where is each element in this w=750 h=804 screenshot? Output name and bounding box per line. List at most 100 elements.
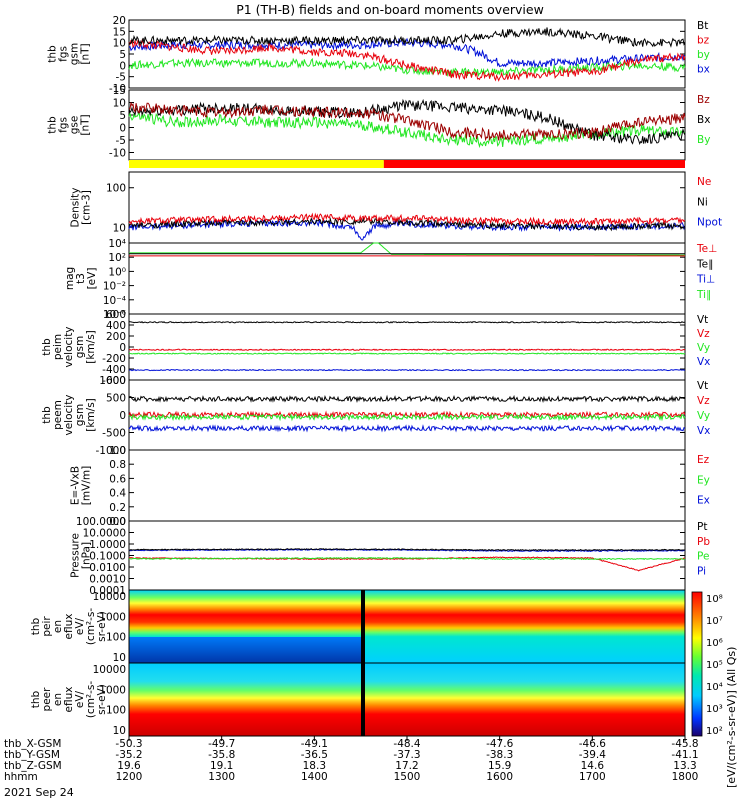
y-tick-label: -500 [102,428,126,440]
y-axis-label: thb [30,690,42,708]
y-axis-label: thb [41,338,53,356]
series-line-bz [128,38,686,82]
y-tick-label: 1000 [99,684,126,696]
y-axis-label: fgs [58,46,70,62]
y-axis-label: gsm [74,336,86,358]
orbit-cell: 15.9 [488,760,511,772]
y-tick-label: 0.0 [109,516,126,528]
y-axis-label: en [52,620,64,633]
orbit-cell: 17.2 [395,760,418,772]
series-line-Pt [129,548,686,552]
series-line-Vt [128,321,685,324]
y-tick-label: 10⁻⁶ [103,309,126,321]
series-line-Bt [128,27,686,48]
y-axis-label: [mV/m] [81,466,93,505]
y-tick-label: -10 [109,148,126,160]
y-tick-label: 10⁻² [103,281,126,293]
panel-temperature: 10⁴ 10² 10⁰ 10⁻² 10⁻⁴ 10⁻⁶ mag t3 [eV] Te⊥ Te∥ Ti⊥ T… [64,238,717,321]
y-tick-label: 0 [119,60,126,72]
orbit-cell: 1500 [394,771,421,783]
y-tick-label: 200 [106,331,126,343]
orbit-table: thb_X-GSMthb_Y-GSMthb_Z-GSMhhmm-50.3-35.… [4,736,699,783]
y-axis-label: Density [70,188,82,228]
legend-entry: Vx [697,356,710,368]
colorbar: 10⁸ 10⁷ 10⁶ 10⁵ 10⁴ 10³ 10² [eV/(cm²-s-sr-eV)]… [691,591,738,788]
panel-efield: 1.0 0.8 0.6 0.4 0.2 0.0 E=-VxB [mV/m] Ez Ey Ex [70,445,710,528]
orbit-row-label: hhmm [4,771,38,783]
series-line-Vx [129,368,686,372]
y-tick-label: 100 [106,183,126,195]
y-tick-label: 500 [106,393,126,405]
y-tick-label: 0.1000 [89,551,126,563]
y-tick-label: 5 [119,49,126,61]
y-tick-label: -5 [116,72,126,84]
legend-entry: Pe [697,551,709,563]
legend-entry: By [697,134,710,146]
colorbar-tick-label: 10⁷ [706,616,723,627]
y-tick-label: 100 [106,705,126,717]
date-label: 2021 Sep 24 [4,786,74,799]
spectrogram-peer [129,663,685,736]
legend-entry: Bz [697,94,710,106]
orbit-cell: 19.1 [210,760,233,772]
legend-entry: Vy [697,342,710,354]
y-tick-label: 10⁰ [108,266,126,278]
orbit-cell: -37.3 [393,749,420,761]
y-axis-label: [km/s] [85,330,97,364]
y-tick-label: 1000 [99,375,126,387]
orbit-cell: -38.3 [486,749,513,761]
y-tick-label: 0.0001 [89,585,126,597]
y-tick-label: 10.0000 [83,528,126,540]
y-tick-label: 0.0010 [89,574,126,586]
y-tick-label: 10 [113,98,126,110]
y-tick-label: 1.0000 [89,539,126,551]
orbit-cell: 1800 [672,771,699,783]
y-axis-label: peem [52,400,64,430]
y-tick-label: -10 [109,83,126,95]
y-tick-label: 10 [113,652,126,664]
y-axis-label: eflux [63,614,75,640]
legend-entry: Vt [697,380,708,392]
orbit-row-label: thb_X-GSM [4,738,61,750]
spectrogram-peir-low [129,637,363,663]
series-line-by [128,57,686,78]
y-axis-label: Pressure [70,533,82,578]
y-tick-label: 400 [106,320,126,332]
panel-frame-pressure [128,520,686,591]
y-tick-label: 20 [113,15,126,27]
series-line-Vz [128,348,686,352]
series-line-Vz [128,410,686,419]
colorbar-tick-label: 10⁶ [706,638,723,649]
y-tick-label: -400 [102,364,126,376]
page-title: P1 (TH-B) fields and on-board moments ov… [236,2,544,17]
y-tick-label: 10000 [93,664,126,676]
colorbar-tick-label: 10⁴ [706,682,723,693]
y-axis-label: thb [47,116,59,134]
y-tick-label: -5 [116,135,126,147]
legend-entry: bx [697,64,710,76]
orbit-cell: -46.6 [579,738,606,750]
series-line-By [128,110,686,149]
orbit-cell: -45.8 [671,738,698,750]
y-axis-label: peir [41,616,53,637]
legend-entry: bz [697,35,710,47]
series-line-Ni [128,216,686,232]
y-axis-label: gsm [74,404,86,426]
y-axis-label: peer [41,687,53,712]
y-tick-label: 0.0100 [89,562,126,574]
y-axis-label: gsm [69,43,81,65]
y-axis-label: [km/s] [85,398,97,432]
orbit-cell: 1700 [579,771,606,783]
series-line-Ne [128,212,686,226]
y-axis-label: thb [41,406,53,424]
series-line-Pe [128,556,686,561]
panel-frame-fgs_gsm [128,19,686,89]
legend-entry: by [697,49,710,61]
colorbar-ticks: 10⁸ 10⁷ 10⁶ 10⁵ 10⁴ 10³ 10² [706,594,723,737]
y-axis-label: [nPa] [81,542,93,569]
series-line-Bz [128,102,686,142]
y-axis-label: [eV] [86,268,98,290]
